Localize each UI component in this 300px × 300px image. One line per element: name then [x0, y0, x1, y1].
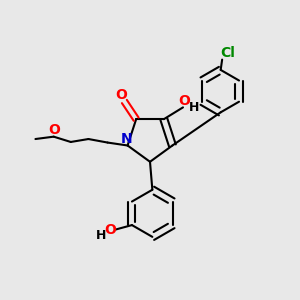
Text: H: H — [189, 101, 200, 114]
Text: O: O — [115, 88, 127, 102]
Text: Cl: Cl — [220, 46, 235, 60]
Text: O: O — [48, 123, 60, 137]
Text: H: H — [96, 230, 106, 242]
Text: O: O — [178, 94, 190, 108]
Text: N: N — [120, 132, 132, 146]
Text: O: O — [104, 223, 116, 237]
